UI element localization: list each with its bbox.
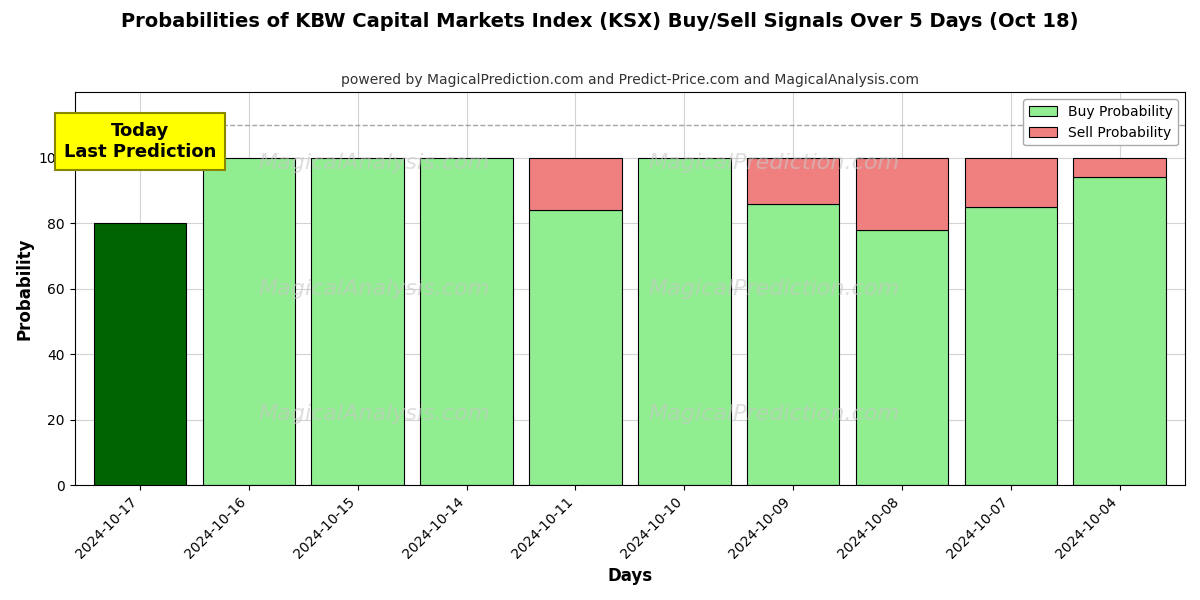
Y-axis label: Probability: Probability bbox=[16, 238, 34, 340]
X-axis label: Days: Days bbox=[607, 567, 653, 585]
Bar bbox=[94, 223, 186, 485]
Text: MagicalPrediction.com: MagicalPrediction.com bbox=[649, 279, 900, 299]
Text: MagicalAnalysis.com: MagicalAnalysis.com bbox=[259, 153, 490, 173]
Bar bbox=[746, 158, 839, 203]
Title: powered by MagicalPrediction.com and Predict-Price.com and MagicalAnalysis.com: powered by MagicalPrediction.com and Pre… bbox=[341, 73, 919, 87]
Bar bbox=[529, 210, 622, 485]
Bar bbox=[856, 230, 948, 485]
Bar bbox=[856, 158, 948, 230]
Text: MagicalAnalysis.com: MagicalAnalysis.com bbox=[259, 279, 490, 299]
Bar bbox=[965, 207, 1057, 485]
Bar bbox=[965, 158, 1057, 207]
Text: MagicalAnalysis.com: MagicalAnalysis.com bbox=[259, 404, 490, 424]
Text: Today
Last Prediction: Today Last Prediction bbox=[64, 122, 216, 161]
Bar bbox=[312, 158, 404, 485]
Bar bbox=[1074, 178, 1166, 485]
Bar bbox=[1074, 158, 1166, 178]
Bar bbox=[203, 158, 295, 485]
Bar bbox=[529, 158, 622, 210]
Legend: Buy Probability, Sell Probability: Buy Probability, Sell Probability bbox=[1024, 99, 1178, 145]
Text: MagicalPrediction.com: MagicalPrediction.com bbox=[649, 404, 900, 424]
Bar bbox=[638, 158, 731, 485]
Text: Probabilities of KBW Capital Markets Index (KSX) Buy/Sell Signals Over 5 Days (O: Probabilities of KBW Capital Markets Ind… bbox=[121, 12, 1079, 31]
Bar bbox=[420, 158, 512, 485]
Bar bbox=[746, 203, 839, 485]
Text: MagicalPrediction.com: MagicalPrediction.com bbox=[649, 153, 900, 173]
